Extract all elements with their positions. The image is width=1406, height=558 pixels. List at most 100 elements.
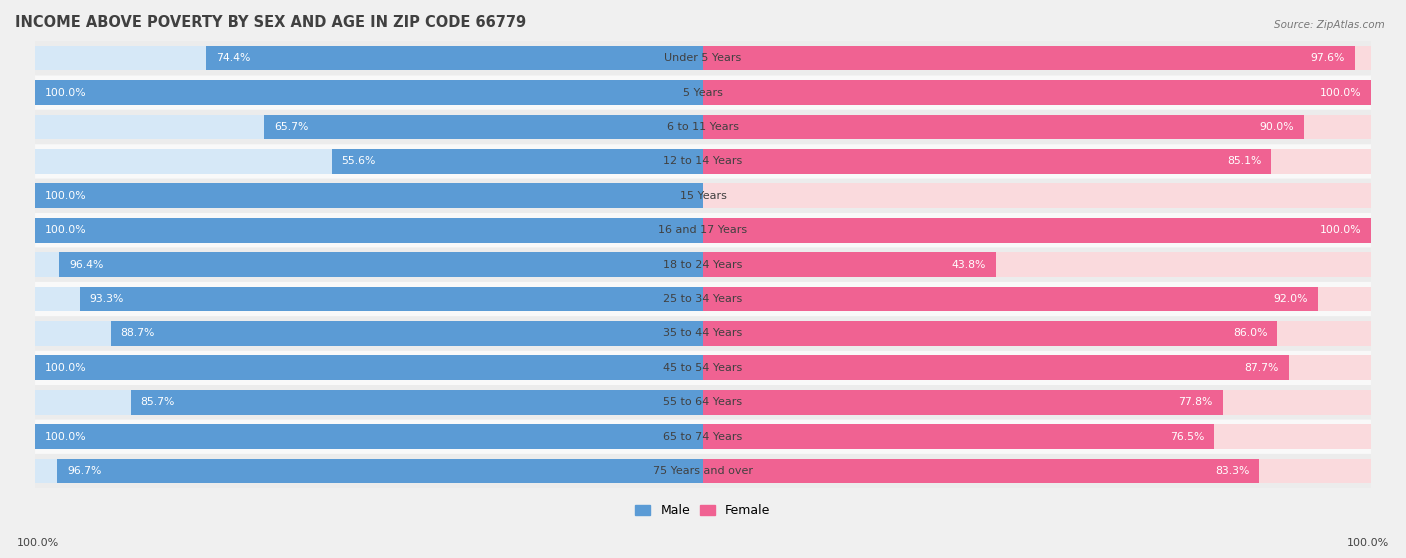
Text: 96.4%: 96.4% [69, 259, 104, 270]
Bar [703, 424, 1213, 449]
FancyBboxPatch shape [35, 110, 1371, 144]
Bar [703, 149, 1371, 174]
Bar [35, 218, 703, 243]
FancyBboxPatch shape [35, 144, 1371, 179]
FancyBboxPatch shape [35, 282, 1371, 316]
Text: Source: ZipAtlas.com: Source: ZipAtlas.com [1274, 20, 1385, 30]
Bar [703, 321, 1278, 346]
Bar [703, 218, 1371, 243]
Bar [703, 80, 1371, 105]
FancyBboxPatch shape [35, 213, 1371, 247]
Bar [35, 424, 703, 449]
Bar [703, 114, 1305, 140]
Bar [703, 390, 1371, 415]
Bar [58, 459, 703, 483]
Text: 5 Years: 5 Years [683, 88, 723, 98]
Text: 100.0%: 100.0% [45, 88, 87, 98]
Bar [80, 287, 703, 311]
FancyBboxPatch shape [35, 75, 1371, 110]
Text: 92.0%: 92.0% [1272, 294, 1308, 304]
Text: 85.1%: 85.1% [1227, 156, 1261, 166]
Bar [35, 287, 703, 311]
Text: 100.0%: 100.0% [17, 538, 59, 548]
Bar [131, 390, 703, 415]
Bar [703, 424, 1371, 449]
Bar [703, 149, 1271, 174]
Bar [59, 252, 703, 277]
Text: 100.0%: 100.0% [45, 225, 87, 235]
Bar [35, 252, 703, 277]
Text: 18 to 24 Years: 18 to 24 Years [664, 259, 742, 270]
FancyBboxPatch shape [35, 454, 1371, 488]
Text: 86.0%: 86.0% [1233, 329, 1267, 338]
Text: 12 to 14 Years: 12 to 14 Years [664, 156, 742, 166]
Text: 87.7%: 87.7% [1244, 363, 1279, 373]
Bar [703, 252, 1371, 277]
Text: 65.7%: 65.7% [274, 122, 308, 132]
Text: 65 to 74 Years: 65 to 74 Years [664, 432, 742, 441]
Bar [703, 287, 1317, 311]
Text: 97.6%: 97.6% [1310, 53, 1346, 63]
Bar [703, 390, 1223, 415]
FancyBboxPatch shape [35, 179, 1371, 213]
Bar [703, 459, 1371, 483]
Bar [703, 46, 1355, 70]
Bar [703, 355, 1289, 380]
Bar [703, 459, 1260, 483]
FancyBboxPatch shape [35, 247, 1371, 282]
Text: 45 to 54 Years: 45 to 54 Years [664, 363, 742, 373]
Bar [35, 46, 703, 70]
Text: 96.7%: 96.7% [67, 466, 101, 476]
Bar [703, 355, 1371, 380]
FancyBboxPatch shape [35, 316, 1371, 350]
Bar [35, 424, 703, 449]
FancyBboxPatch shape [35, 41, 1371, 75]
Bar [332, 149, 703, 174]
Bar [35, 184, 703, 208]
FancyBboxPatch shape [35, 350, 1371, 385]
Text: 100.0%: 100.0% [45, 432, 87, 441]
Text: 85.7%: 85.7% [141, 397, 174, 407]
Bar [703, 218, 1371, 243]
Text: 100.0%: 100.0% [45, 363, 87, 373]
Text: 55.6%: 55.6% [342, 156, 375, 166]
Text: 76.5%: 76.5% [1170, 432, 1204, 441]
Bar [703, 46, 1371, 70]
Text: INCOME ABOVE POVERTY BY SEX AND AGE IN ZIP CODE 66779: INCOME ABOVE POVERTY BY SEX AND AGE IN Z… [15, 15, 526, 30]
Text: 90.0%: 90.0% [1260, 122, 1294, 132]
Text: 100.0%: 100.0% [1347, 538, 1389, 548]
Bar [35, 390, 703, 415]
Bar [35, 149, 703, 174]
Text: 77.8%: 77.8% [1178, 397, 1212, 407]
Bar [703, 80, 1371, 105]
Text: 88.7%: 88.7% [121, 329, 155, 338]
Bar [35, 355, 703, 380]
Bar [35, 114, 703, 140]
Bar [703, 252, 995, 277]
Bar [207, 46, 703, 70]
Legend: Male, Female: Male, Female [630, 499, 776, 522]
Bar [35, 459, 703, 483]
Text: 43.8%: 43.8% [952, 259, 986, 270]
Bar [703, 321, 1371, 346]
Text: 25 to 34 Years: 25 to 34 Years [664, 294, 742, 304]
Bar [264, 114, 703, 140]
FancyBboxPatch shape [35, 385, 1371, 420]
Bar [35, 80, 703, 105]
Bar [703, 114, 1371, 140]
Bar [35, 80, 703, 105]
Text: 35 to 44 Years: 35 to 44 Years [664, 329, 742, 338]
Text: 100.0%: 100.0% [1319, 225, 1361, 235]
Bar [35, 218, 703, 243]
Bar [111, 321, 703, 346]
Text: 83.3%: 83.3% [1215, 466, 1250, 476]
Bar [703, 184, 1371, 208]
Text: 6 to 11 Years: 6 to 11 Years [666, 122, 740, 132]
Text: 74.4%: 74.4% [217, 53, 250, 63]
Text: 75 Years and over: 75 Years and over [652, 466, 754, 476]
Bar [703, 287, 1371, 311]
Text: 15 Years: 15 Years [679, 191, 727, 201]
Text: 16 and 17 Years: 16 and 17 Years [658, 225, 748, 235]
Bar [35, 321, 703, 346]
Bar [35, 355, 703, 380]
